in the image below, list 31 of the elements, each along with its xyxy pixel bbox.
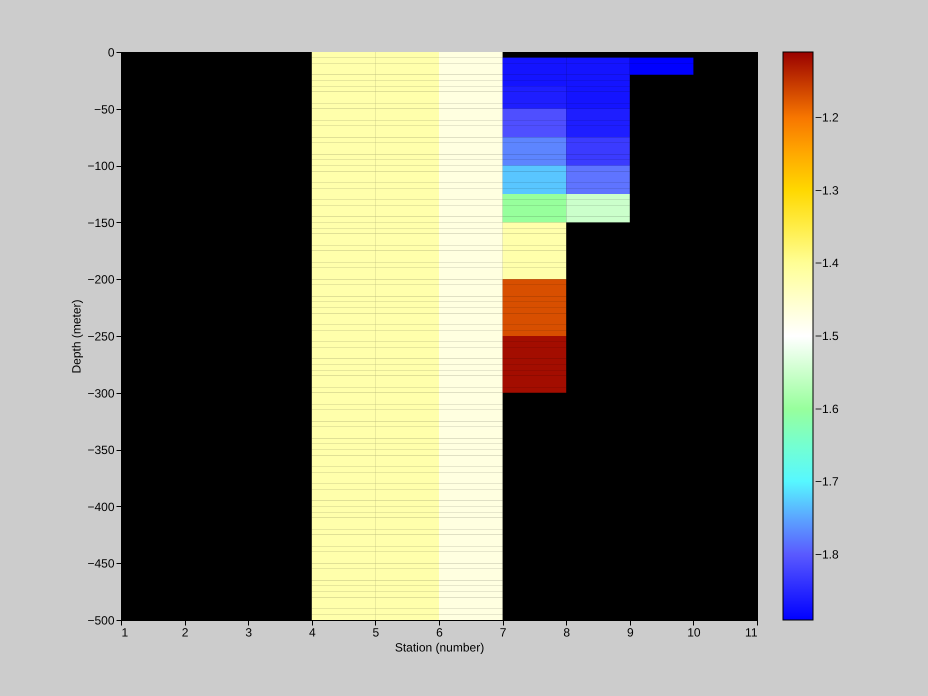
color-bar-label: −1.4 [815, 256, 840, 270]
y-tick-label: −150 [87, 216, 115, 230]
y-tick-label: −500 [87, 614, 115, 628]
y-tick-label: −50 [94, 102, 115, 116]
x-tick-label: 6 [436, 626, 444, 640]
x-tick-label: 7 [500, 626, 507, 640]
x-tick-label: 4 [308, 626, 316, 640]
x-tick-label: 11 [745, 626, 758, 640]
x-tick-label: 2 [182, 626, 189, 640]
color-bar-label: −1.2 [815, 110, 840, 125]
y-tick-label: −450 [87, 556, 115, 571]
color-bar-label: −1.8 [815, 547, 840, 562]
x-tick-label: 5 [372, 626, 380, 640]
color-bar-label: −1.6 [815, 402, 840, 416]
x-tick-label: 10 [687, 626, 701, 640]
color-bar-label: −1.5 [815, 329, 840, 343]
x-tick-label: 8 [563, 626, 570, 640]
y-tick-label: −300 [87, 386, 115, 400]
x-axis-title: Station (number) [394, 640, 484, 654]
color-bar-label: −1.7 [815, 474, 840, 489]
y-axis-title: Depth (meter) [69, 299, 84, 374]
y-tick-label: −100 [87, 159, 115, 174]
y-tick-label: −400 [87, 500, 115, 514]
x-tick-label: 9 [626, 626, 634, 640]
x-tick-label: 3 [245, 626, 252, 640]
color-bar-label: −1.3 [815, 183, 840, 198]
x-tick-label: 1 [122, 626, 128, 640]
y-tick-label: −350 [87, 443, 115, 458]
y-tick-label: −200 [87, 272, 115, 287]
y-tick-label: −250 [87, 330, 115, 344]
y-tick-label: 0 [108, 46, 115, 60]
